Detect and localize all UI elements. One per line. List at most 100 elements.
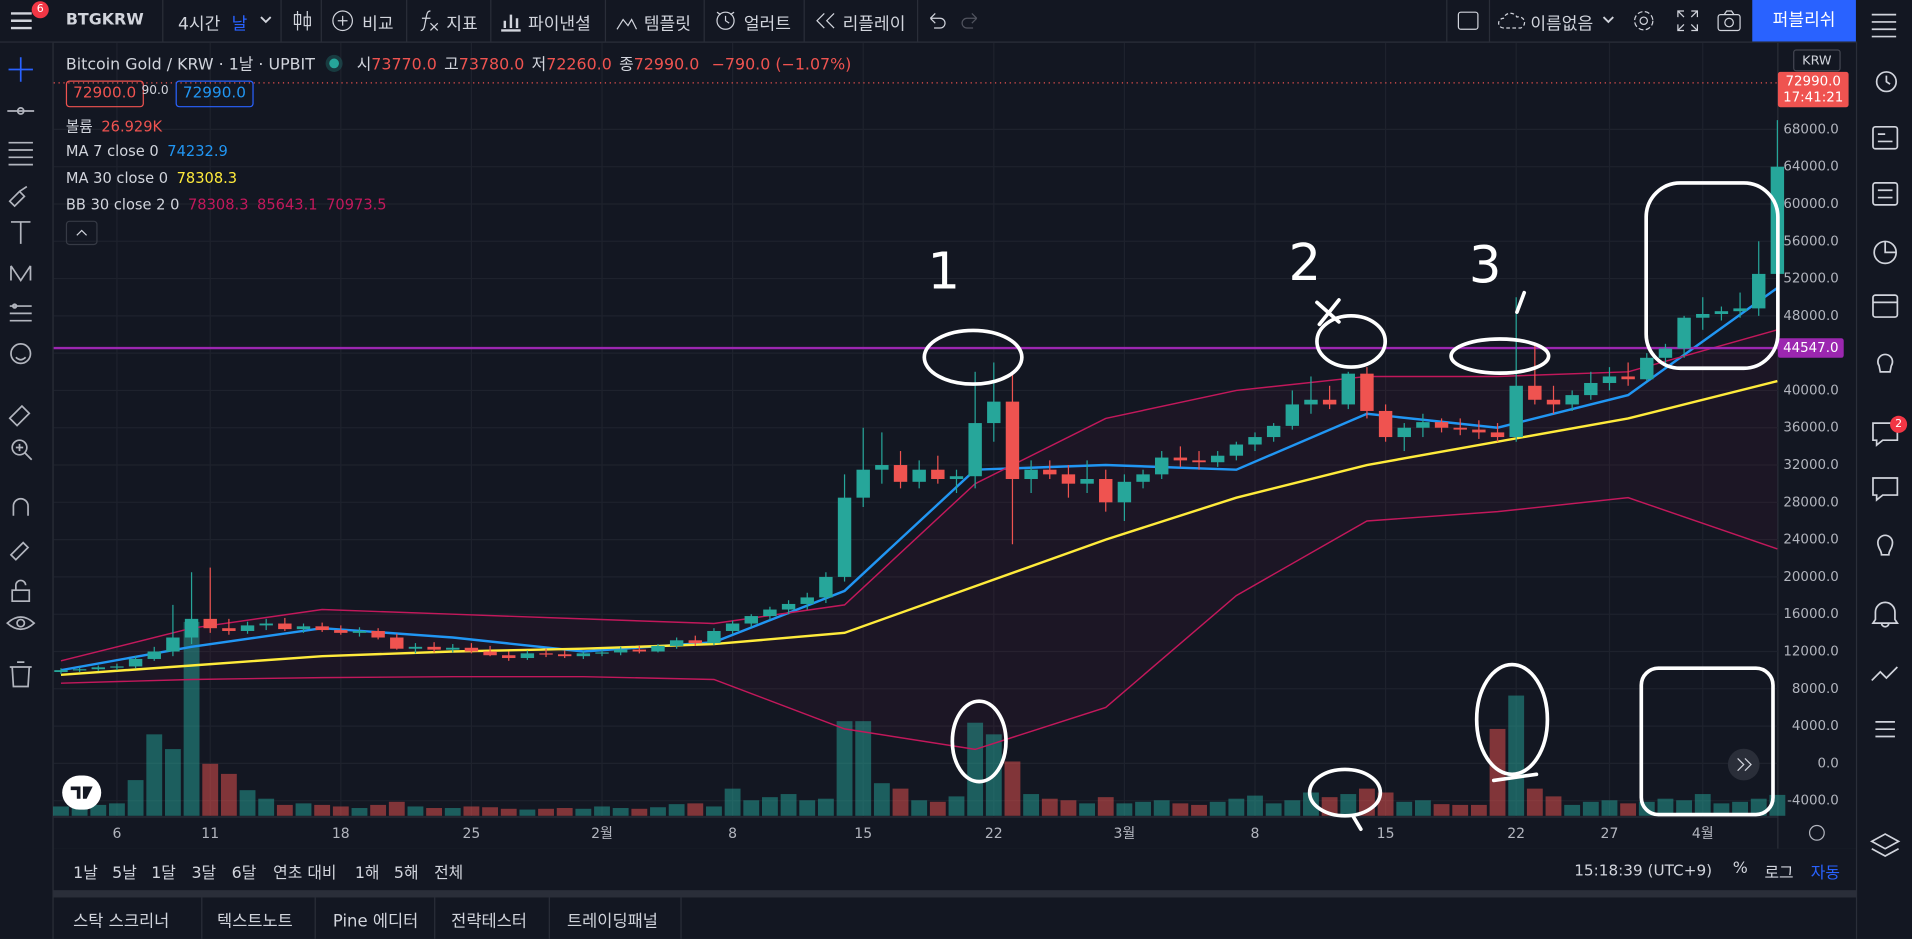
volume-bar — [1452, 804, 1469, 816]
panel-tab[interactable]: 스탁 스크리너 — [73, 912, 170, 932]
bb-fill — [60, 329, 1778, 750]
layout-icon[interactable] — [1457, 11, 1479, 31]
indicator-name: MA 30 close 0 — [65, 169, 169, 187]
volume-bar — [1526, 788, 1543, 816]
candle-body — [464, 647, 479, 652]
range-button[interactable]: 연초 대비 — [273, 864, 337, 883]
alert-icon[interactable] — [713, 9, 737, 33]
candle-body — [1285, 404, 1300, 426]
legend-title: Bitcoin Gold / KRW · 1날 · UPBIT 시73770.0… — [65, 56, 852, 75]
hand-stroke — [1315, 313, 1388, 369]
logo — [70, 786, 93, 799]
candle-body — [128, 658, 143, 667]
financial-icon[interactable] — [500, 10, 522, 32]
candle-body — [1099, 479, 1113, 503]
volume-bar — [1732, 801, 1748, 816]
toolbar-button[interactable]: 지표 — [446, 14, 478, 35]
last-price-tag — [1777, 71, 1849, 108]
y-tick-label: 52000.0 — [1783, 272, 1838, 287]
panel-tab[interactable]: 트레이딩패널 — [567, 912, 658, 932]
toolbar-button[interactable]: 파이낸셜 — [527, 14, 591, 35]
separator — [1488, 0, 1491, 42]
panel-tab[interactable]: 전략테스터 — [451, 912, 527, 932]
template-icon[interactable] — [616, 10, 638, 32]
volume-bar — [239, 790, 256, 816]
fullscreen-icon[interactable] — [1677, 10, 1699, 32]
range-button[interactable]: 전체 — [434, 864, 464, 883]
widget-icons[interactable] — [1857, 0, 1912, 902]
separator — [1446, 0, 1448, 42]
volume-bar — [1228, 798, 1245, 816]
candle-body — [1378, 410, 1393, 438]
separator — [703, 0, 705, 42]
candle-body — [1752, 273, 1766, 309]
x-tick-label: 4월 — [1692, 826, 1714, 842]
interval[interactable]: 4시간 — [178, 14, 221, 35]
candle-body — [110, 666, 124, 668]
bid[interactable]: 72900.0 — [65, 80, 144, 108]
candle-body — [576, 653, 591, 657]
x-tick-label: 8 — [728, 826, 737, 842]
y-tick-label: 4000.0 — [1792, 719, 1839, 734]
publish-button[interactable]: 퍼블리쉬 — [1752, 0, 1856, 42]
settings-icon[interactable] — [1632, 9, 1656, 33]
separator — [434, 897, 436, 939]
camera-icon[interactable] — [1717, 10, 1741, 32]
volume-bar — [202, 763, 219, 816]
replay-icon[interactable] — [815, 12, 837, 29]
candle-body — [1602, 376, 1617, 383]
chevron[interactable] — [260, 16, 272, 26]
candle-body — [147, 651, 161, 659]
hand-stroke — [1644, 181, 1780, 371]
toolbar-button[interactable]: 얼러트 — [743, 14, 791, 35]
candle-body — [1658, 348, 1673, 358]
hand-stroke — [1307, 767, 1383, 818]
compare-icon[interactable] — [332, 10, 354, 32]
volume-bar — [1433, 804, 1450, 816]
ohlc-value: 73770.0 — [371, 56, 437, 75]
ask[interactable]: 72990.0 — [175, 80, 254, 108]
range-button[interactable]: 5날 — [112, 864, 137, 883]
volume-bar — [1023, 794, 1040, 816]
toolbar-button[interactable]: 리플레이 — [842, 14, 906, 35]
range-button[interactable]: 5해 — [393, 864, 419, 883]
indicator-value: 70973.5 — [326, 196, 387, 214]
scale-option[interactable]: 자동 — [1810, 864, 1840, 883]
range-button[interactable]: 1달 — [151, 864, 176, 883]
symbol[interactable]: BTGKRW — [65, 10, 144, 30]
menu-icon[interactable] — [10, 11, 34, 31]
collapse-button[interactable] — [65, 220, 98, 246]
candle-body — [72, 669, 87, 671]
undo-redo[interactable] — [927, 11, 981, 31]
candle-body — [1210, 455, 1225, 463]
drawing-tools[interactable] — [0, 43, 52, 701]
toolbar-button[interactable]: 템플릿 — [643, 14, 691, 35]
toolbar-button[interactable]: 비교 — [362, 14, 394, 35]
interval[interactable]: 날 — [231, 14, 248, 35]
candle-icon[interactable] — [293, 10, 313, 32]
interval: 1날 — [228, 56, 254, 75]
layout-name[interactable]: 이름없음 — [1530, 14, 1594, 35]
panel-tab[interactable]: Pine 에디터 — [332, 912, 419, 932]
price-axis — [1777, 42, 1856, 849]
volume-bar — [332, 806, 349, 816]
cloud-icon[interactable] — [1497, 11, 1529, 31]
separator — [280, 0, 282, 42]
scale-option[interactable]: % — [1732, 859, 1748, 878]
range-button[interactable]: 3달 — [191, 864, 217, 883]
y-tick-label: 28000.0 — [1783, 495, 1838, 510]
hand-drawings — [922, 181, 1780, 832]
panel-tab[interactable]: 텍스트노트 — [217, 912, 293, 932]
range-button[interactable]: 6달 — [231, 864, 257, 883]
chevron[interactable] — [1602, 16, 1614, 26]
volume-bar — [71, 805, 88, 816]
hand-stroke — [1449, 337, 1551, 375]
range-button[interactable]: 1해 — [354, 864, 380, 883]
fx-icon[interactable] — [418, 10, 440, 32]
y-tick-label: 40000.0 — [1783, 383, 1838, 398]
scale-option[interactable]: 로그 — [1764, 864, 1794, 883]
candle-body — [1005, 401, 1020, 480]
volume-bar — [370, 804, 387, 816]
candle-body — [259, 623, 273, 626]
range-button[interactable]: 1날 — [73, 864, 98, 883]
